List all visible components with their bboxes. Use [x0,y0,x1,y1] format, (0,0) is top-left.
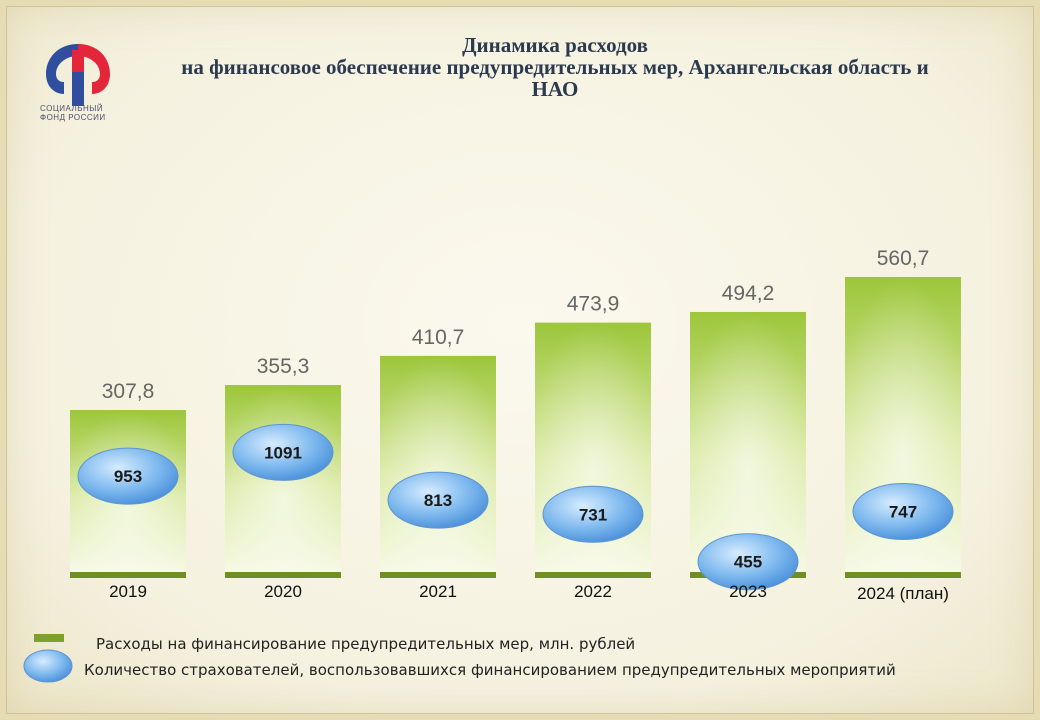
count-label-0: 953 [114,467,142,486]
bar-value-label-5: 560,7 [877,247,930,270]
count-ellipse-2 [387,471,489,529]
count-label-3: 731 [579,505,607,524]
category-label-2: 2021 [419,582,457,601]
count-label-5: 747 [889,503,917,522]
category-label-5: 2024 (план) [857,584,949,603]
chart-title: Динамика расходов на финансовое обеспече… [120,34,990,100]
count-label-4: 455 [734,553,762,572]
count-ellipse-5 [852,483,954,541]
category-label-1: 2020 [264,582,302,601]
legend-label-expenses: Расходы на финансирование предупредитель… [96,635,635,653]
bar-value-label-0: 307,8 [102,380,155,403]
bar-base-1 [225,572,341,578]
count-label-1: 1091 [264,443,302,462]
bar-base-0 [70,572,186,578]
count-label-2: 813 [424,491,452,510]
logo-line-1: СОЦИАЛЬНЫЙ [40,104,104,113]
legend-ellipse-swatch [23,649,73,683]
category-label-4: 2023 [729,582,767,601]
count-ellipse-4 [697,533,799,591]
legend-label-insurers: Количество страхователей, воспользовавши… [84,661,896,679]
title-line-1: Динамика расходов [462,33,648,57]
legend-bar-swatch [34,634,64,642]
bars-layer [70,276,961,578]
bar-base-3 [535,572,651,578]
count-ellipse-3 [542,485,644,543]
bar-value-label-2: 410,7 [412,326,465,349]
logo-text: СОЦИАЛЬНЫЙ ФОНД РОССИИ [40,104,130,122]
category-label-0: 2019 [109,582,147,601]
bar-value-label-3: 473,9 [567,293,620,316]
category-label-3: 2022 [574,582,612,601]
sfr-logo-icon [46,44,110,106]
ellipses-layer: 953 1091 813 731 455 747 [77,423,954,591]
logo-line-2: ФОНД РОССИИ [40,113,106,122]
bar-glow-2 [380,355,496,572]
bar-value-label-4: 494,2 [722,282,775,305]
bar-base-2 [380,572,496,578]
count-ellipse-1 [232,423,334,481]
bar-value-label-1: 355,3 [257,355,310,378]
title-line-3: НАО [531,77,579,101]
labels-layer: 307,8 2019 355,3 2020 410,7 2021 473,9 2022 494,… [102,247,949,603]
legend: Расходы на финансирование предупредитель… [23,634,896,683]
bar-base-5 [845,572,961,578]
count-ellipse-0 [77,447,179,505]
bar-glow-4 [690,311,806,572]
title-line-2: на финансовое обеспечение предупредитель… [181,55,929,79]
